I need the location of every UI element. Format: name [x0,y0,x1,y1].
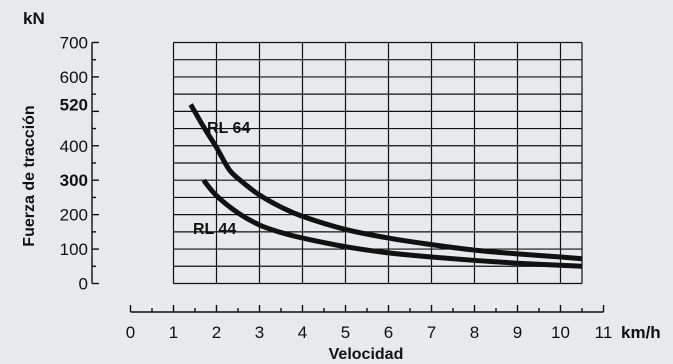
x-tick-label: 0 [126,323,135,342]
y-tick-label: 0 [79,275,88,294]
x-unit-label: km/h [621,323,661,342]
x-tick-label: 1 [169,323,178,342]
series-label-rl-44: RL 44 [193,221,236,238]
x-tick-label: 6 [384,323,393,342]
y-tick-label: 400 [60,137,88,156]
y-tick-label: 300 [60,171,88,190]
series-label-rl-64: RL 64 [207,120,250,137]
y-axis-title: Fuerza de tracción [21,105,38,246]
x-tick-label: 10 [551,323,570,342]
x-axis-title: Velocidad [329,346,404,363]
series-lines [188,103,583,269]
grid [172,41,583,285]
y-tick-label: 520 [60,95,88,114]
axes [91,41,605,313]
x-tick-label: 5 [341,323,350,342]
x-tick-label: 8 [470,323,479,342]
y-tick-label: 700 [60,33,88,52]
x-tick-label: 2 [212,323,221,342]
x-tick-label: 3 [255,323,264,342]
x-tick-label: 4 [298,323,307,342]
x-tick-label: 9 [513,323,522,342]
y-tick-labels: 0 100 200 300 400 520 600 700 [60,33,88,293]
y-tick-label: 200 [60,206,88,225]
x-tick-label: 7 [427,323,436,342]
series-line-rl-64 [188,103,583,262]
x-tick-labels: 0 1 2 3 4 5 6 7 8 9 10 11 [126,323,613,342]
x-tick-label: 11 [595,323,613,342]
series-labels: RL 64 RL 44 [193,120,250,238]
y-unit-label: kN [23,9,45,28]
y-tick-label: 100 [60,240,88,259]
y-tick-label: 600 [60,68,88,87]
series-line-rl-44 [201,178,583,269]
